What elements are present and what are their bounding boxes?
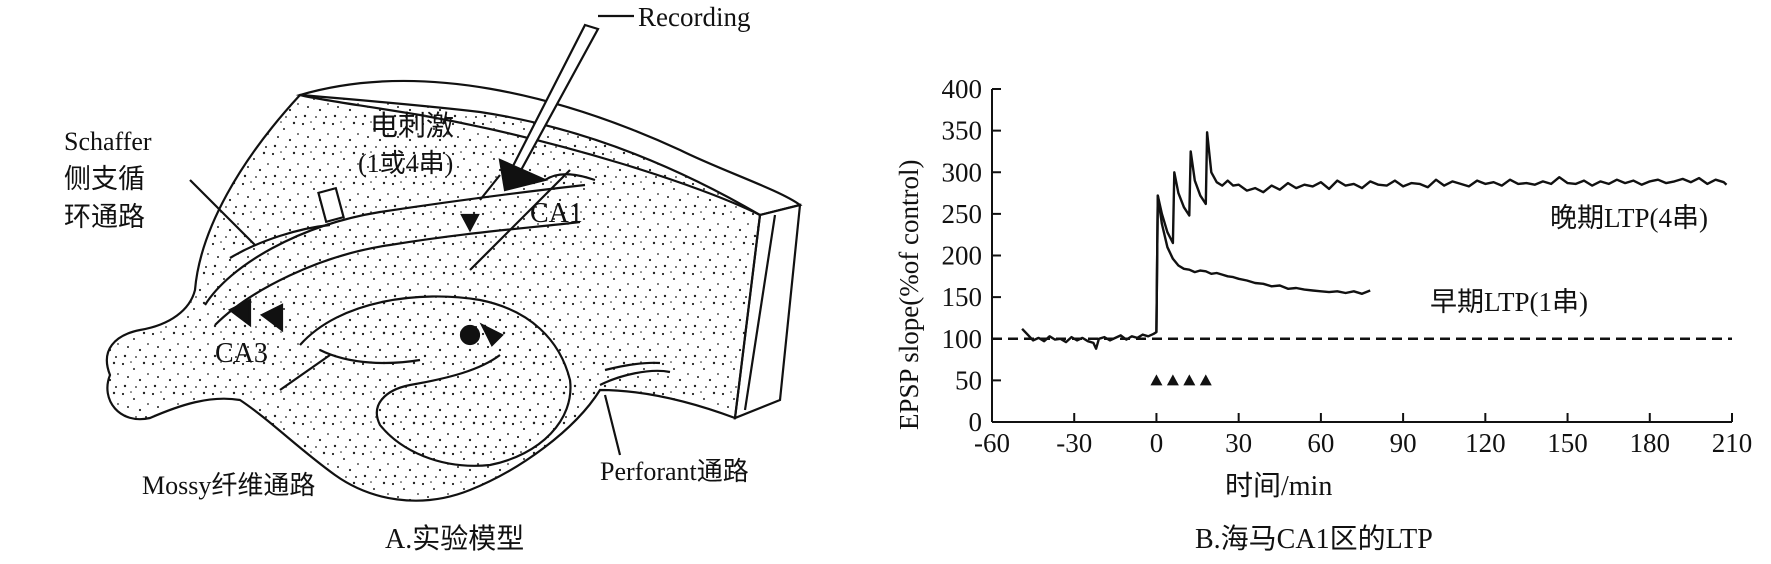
schaffer-label-3: 环通路: [64, 202, 145, 232]
stimulus-marker: [1183, 374, 1196, 386]
x-tick-label: -60: [974, 428, 1010, 458]
panel-b-caption: B.海马CA1区的LTP: [1195, 523, 1433, 555]
series-line-early-ltp: [1155, 194, 1371, 333]
stimulating-electrode: [317, 186, 345, 224]
series-label-early-ltp: 早期LTP(1串): [1430, 287, 1588, 317]
y-axis-label: EPSP slope(%of control): [894, 160, 924, 430]
y-tick-label: 250: [942, 199, 983, 229]
y-tick-label: 0: [969, 407, 983, 437]
ca3-label: CA3: [215, 338, 268, 369]
x-tick-label: 210: [1712, 428, 1753, 458]
panel-a-caption: A.实验模型: [385, 523, 524, 555]
x-tick-label: 150: [1547, 428, 1588, 458]
y-tick-label: 50: [955, 365, 982, 395]
stim-label-1: 电刺激: [370, 110, 454, 142]
stim-label-2: (1或4串): [358, 149, 453, 178]
x-tick-label: 120: [1465, 428, 1506, 458]
x-axis-label: 时间/min: [1225, 470, 1332, 502]
x-tick-label: 90: [1390, 428, 1417, 458]
ltp-chart: 0 50 100 150 200 250 300 350 400 -60 -30 0 30 60 90 120…: [942, 74, 1753, 458]
y-tick-label: 200: [942, 241, 983, 271]
y-tick-label: 400: [942, 74, 983, 104]
perforant-label: Perforant通路: [600, 457, 749, 486]
y-tick-label: 350: [942, 116, 983, 146]
mossy-label: Mossy纤维通路: [142, 471, 315, 500]
series-line-late-ltp: [1021, 131, 1728, 350]
dentate-gyrus: [299, 295, 572, 467]
y-tick-label: 150: [942, 282, 983, 312]
y-tick-label: 100: [942, 324, 983, 354]
x-tick-label: 0: [1150, 428, 1164, 458]
x-tick-label: 60: [1307, 428, 1334, 458]
x-tick-label: 30: [1225, 428, 1252, 458]
ca1-label: CA1: [530, 198, 583, 229]
panel-a-slice: [105, 14, 803, 502]
ca1-neuron: [498, 158, 549, 192]
recording-label: Recording: [638, 2, 750, 32]
stimulus-marker: [1166, 374, 1179, 386]
x-tick-label: -30: [1056, 428, 1092, 458]
stimulus-marker: [1150, 374, 1163, 386]
pyramidal-layer: [204, 183, 586, 306]
x-tick-label: 180: [1630, 428, 1671, 458]
stimulus-marker: [1199, 374, 1212, 386]
schaffer-label-1: Schaffer: [64, 127, 152, 156]
y-tick-label: 300: [942, 157, 983, 187]
series-label-late-ltp: 晚期LTP(4串): [1550, 203, 1708, 233]
schaffer-label-2: 侧支循: [64, 164, 145, 194]
